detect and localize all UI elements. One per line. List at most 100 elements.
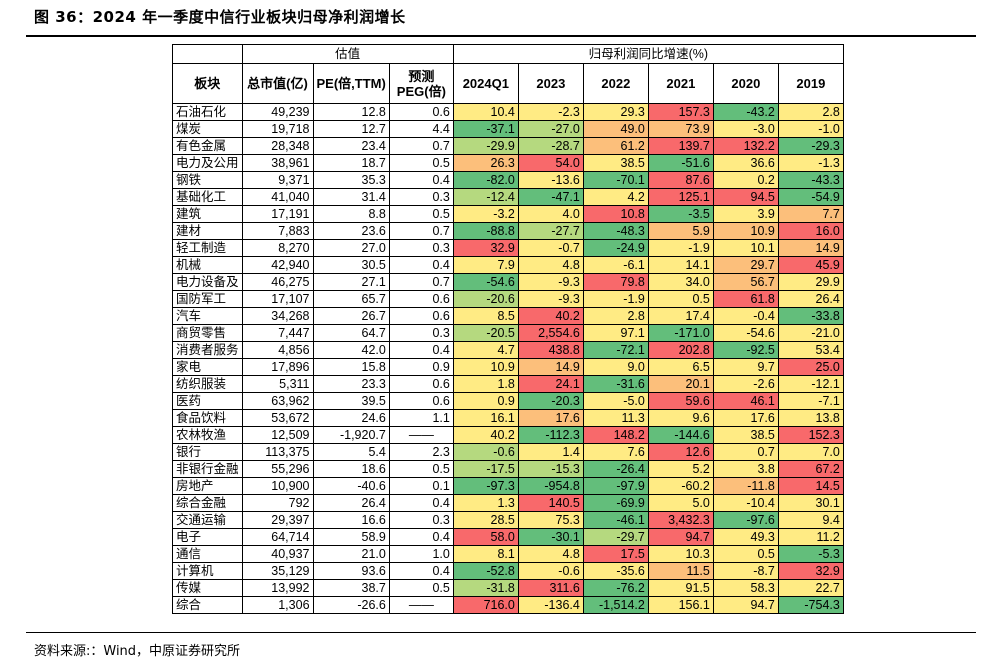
growth-cell: 1.3: [452, 494, 519, 512]
growth-cell: -954.8: [517, 477, 584, 495]
growth-cell: -10.4: [712, 494, 779, 512]
growth-cell: 7.0: [777, 443, 844, 461]
peg-cell: 0.3: [388, 239, 454, 257]
growth-cell: -8.7: [712, 562, 779, 580]
growth-cell: -0.4: [712, 307, 779, 325]
growth-cell: -2.6: [712, 375, 779, 393]
growth-cell: 6.5: [647, 358, 714, 376]
title-rule: [26, 35, 976, 37]
growth-cell: 0.5: [712, 545, 779, 563]
growth-cell: -54.9: [777, 188, 844, 206]
sector-name-cell: 商贸零售: [172, 324, 243, 342]
sector-name-cell: 交通运输: [172, 511, 243, 529]
year-header: 2024Q1: [452, 63, 519, 104]
growth-cell: -43.3: [777, 171, 844, 189]
pe-cell: 35.3: [312, 171, 390, 189]
growth-cell: 17.6: [712, 409, 779, 427]
table-row: 建材 7,883 23.6 0.7 -88.8 -27.7 -48.3 5.9 10.9 16.0: [172, 222, 844, 240]
growth-cell: 716.0: [452, 596, 519, 614]
growth-cell: 0.7: [712, 443, 779, 461]
sector-name-cell: 食品饮料: [172, 409, 243, 427]
growth-cell: -12.1: [777, 375, 844, 393]
pe-cell: 65.7: [312, 290, 390, 308]
peg-cell: 0.4: [388, 341, 454, 359]
growth-cell: 14.9: [777, 239, 844, 257]
sector-name-cell: 银行: [172, 443, 243, 461]
mktcap-cell: 28,348: [241, 137, 314, 155]
sector-name-cell: 建材: [172, 222, 243, 240]
growth-cell: 91.5: [647, 579, 714, 597]
growth-cell: 10.9: [452, 358, 519, 376]
growth-cell: 9.6: [647, 409, 714, 427]
growth-cell: -20.5: [452, 324, 519, 342]
sector-name-cell: 农林牧渔: [172, 426, 243, 444]
table-row: 基础化工 41,040 31.4 0.3 -12.4 -47.1 4.2 125.1 94.5-…: [172, 188, 844, 206]
growth-cell: -48.3: [582, 222, 649, 240]
growth-cell: -72.1: [582, 341, 649, 359]
sector-name-cell: 汽车: [172, 307, 243, 325]
sector-profit-table: 估值 归母利润同比增速(%) 板块 总市值(亿) PE(倍,TTM) 预测PEG…: [172, 44, 844, 614]
table-row: 电子 64,714 58.9 0.4 58.0 -30.1 -29.7 94.7 49.3 11.…: [172, 528, 844, 546]
growth-cell: 8.1: [452, 545, 519, 563]
pe-cell: 5.4: [312, 443, 390, 461]
sector-name-cell: 有色金属: [172, 137, 243, 155]
growth-cell: 3.8: [712, 460, 779, 478]
growth-cell: 17.5: [582, 545, 649, 563]
pe-cell: 23.4: [312, 137, 390, 155]
growth-cell: 14.5: [777, 477, 844, 495]
growth-cell: -0.7: [517, 239, 584, 257]
sector-header: 板块: [172, 63, 243, 104]
table-row: 银行 113,375 5.4 2.3 -0.6 1.4 7.6 12.6 0.7 7.0: [172, 443, 844, 461]
growth-cell: 32.9: [452, 239, 519, 257]
pe-cell: 38.7: [312, 579, 390, 597]
valuation-group-header: 估值: [241, 44, 454, 64]
growth-cell: 4.2: [582, 188, 649, 206]
growth-cell: 34.0: [647, 273, 714, 291]
mktcap-cell: 38,961: [241, 154, 314, 172]
mktcap-cell: 12,509: [241, 426, 314, 444]
sector-name-cell: 轻工制造: [172, 239, 243, 257]
growth-cell: 1.4: [517, 443, 584, 461]
pe-cell: 42.0: [312, 341, 390, 359]
year-header: 2022: [582, 63, 649, 104]
sector-name-cell: 电力及公用: [172, 154, 243, 172]
sector-name-cell: 机械: [172, 256, 243, 274]
growth-cell: 26.4: [777, 290, 844, 308]
pe-cell: -26.6: [312, 596, 390, 614]
year-header: 2021: [647, 63, 714, 104]
growth-cell: 5.2: [647, 460, 714, 478]
growth-cell: 94.7: [647, 528, 714, 546]
growth-cell: -3.5: [647, 205, 714, 223]
growth-cell: 0.2: [712, 171, 779, 189]
growth-cell: 40.2: [517, 307, 584, 325]
growth-cell: 67.2: [777, 460, 844, 478]
mktcap-cell: 46,275: [241, 273, 314, 291]
header-blank: [172, 44, 243, 64]
table-row: 纺织服装 5,311 23.3 0.6 1.8 24.1 -31.6 20.1 -2.6 -12.…: [172, 375, 844, 393]
table-row: 机械 42,940 30.5 0.4 7.9 4.8 -6.1 14.1 29.7 45.9: [172, 256, 844, 274]
peg-cell: 0.1: [388, 477, 454, 495]
growth-cell: -92.5: [712, 341, 779, 359]
table-row: 有色金属 28,348 23.4 0.7 -29.9 -28.7 61.2 139.7 132.…: [172, 137, 844, 155]
growth-cell: -20.3: [517, 392, 584, 410]
growth-cell: 40.2: [452, 426, 519, 444]
growth-cell: 10.1: [712, 239, 779, 257]
growth-cell: 56.7: [712, 273, 779, 291]
sector-name-cell: 传媒: [172, 579, 243, 597]
sector-name-cell: 电力设备及: [172, 273, 243, 291]
growth-cell: 59.6: [647, 392, 714, 410]
growth-cell: -76.2: [582, 579, 649, 597]
growth-cell: -88.8: [452, 222, 519, 240]
growth-cell: 3.9: [712, 205, 779, 223]
growth-cell: 29.9: [777, 273, 844, 291]
growth-cell: -29.9: [452, 137, 519, 155]
growth-cell: 9.4: [777, 511, 844, 529]
mktcap-cell: 40,937: [241, 545, 314, 563]
growth-cell: 125.1: [647, 188, 714, 206]
growth-cell: 30.1: [777, 494, 844, 512]
mktcap-cell: 49,239: [241, 103, 314, 121]
peg-cell: 0.6: [388, 307, 454, 325]
growth-cell: -171.0: [647, 324, 714, 342]
pe-cell: 16.6: [312, 511, 390, 529]
growth-cell: 75.3: [517, 511, 584, 529]
